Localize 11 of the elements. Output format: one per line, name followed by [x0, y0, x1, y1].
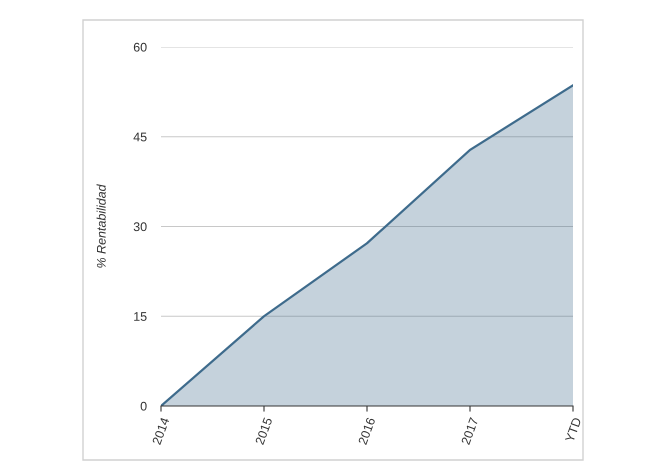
y-tick-label: 30 [134, 222, 147, 232]
y-tick-label: 45 [133, 132, 147, 142]
x-tick-label: 2017 [461, 417, 478, 446]
x-tick-label: 2015 [255, 417, 272, 446]
y-tick-label: 15 [134, 312, 147, 321]
y-axis-title: % Rentabilidad [96, 184, 106, 268]
y-tick-label: 60 [134, 42, 147, 52]
y-tick-label: 0 [140, 402, 147, 411]
x-tick-label: YTD [564, 417, 582, 443]
x-tick-label: 2014 [152, 416, 170, 446]
x-tick-label: 2016 [358, 417, 376, 446]
